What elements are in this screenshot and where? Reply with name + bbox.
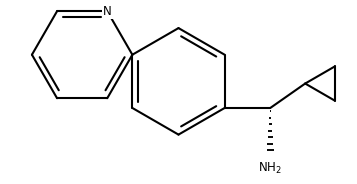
Text: NH$_2$: NH$_2$ <box>258 161 282 176</box>
Text: N: N <box>103 5 112 18</box>
